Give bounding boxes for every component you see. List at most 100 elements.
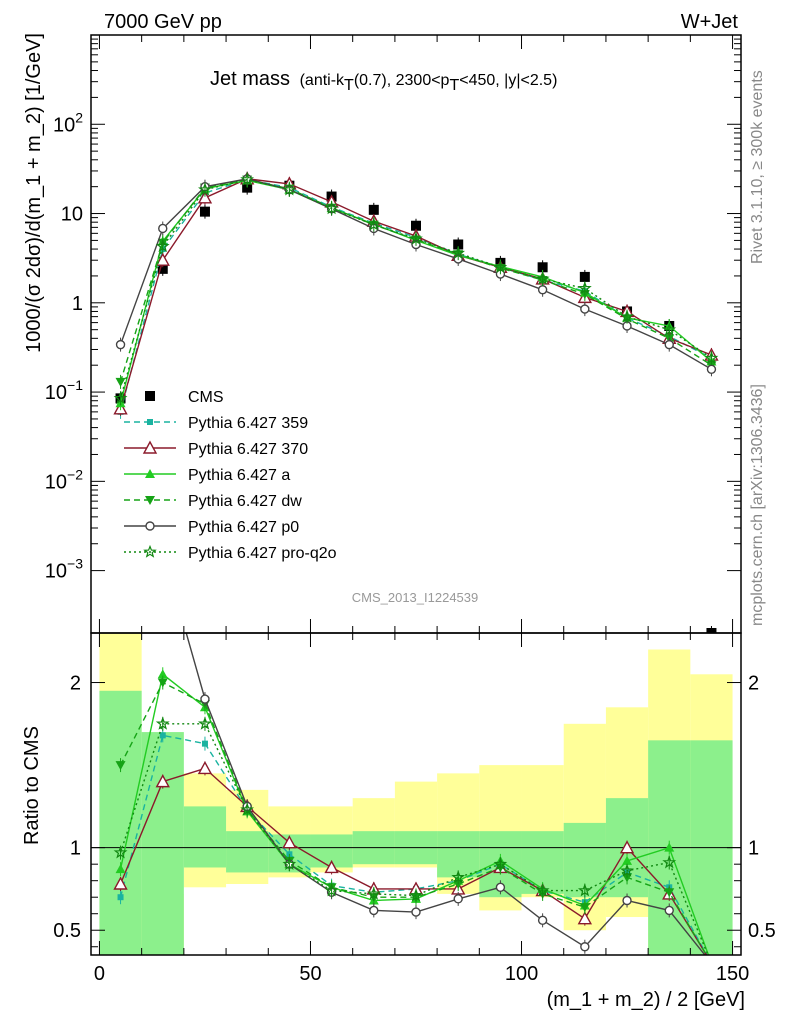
x-axis-label: (m_1 + m_2) / 2 [GeV] [547, 989, 745, 1011]
data-point [115, 339, 126, 350]
data-point [577, 883, 592, 897]
data-point [704, 350, 719, 365]
data-point [115, 377, 126, 387]
data-point [282, 856, 297, 870]
x-tick-label: 150 [716, 963, 749, 985]
data-point [159, 546, 167, 554]
title-paren-2: (0.7), 2300<p [354, 72, 450, 89]
y-tick-label: 10−2 [45, 466, 83, 493]
data-point [453, 894, 463, 904]
x-tick-label: 50 [299, 963, 321, 985]
data-point [157, 678, 168, 688]
data-point [535, 883, 550, 897]
data-point [409, 888, 423, 902]
data-point [157, 669, 168, 679]
data-point [579, 903, 590, 913]
rivet-label: Rivet 3.1.10, ≥ 300k events [749, 70, 766, 264]
header-left: 7000 GeV pp [104, 11, 222, 33]
data-point [197, 190, 213, 204]
ratio-y-tick-label-right: 0.5 [748, 920, 776, 942]
main-y-axis-label: 1000/(σ 2dσ)/d(m_1 + m_2) [1/GeV] [23, 33, 45, 353]
legend-marker [145, 496, 155, 505]
main-series [113, 171, 719, 633]
data-point [117, 894, 124, 901]
data-point [664, 888, 675, 898]
data-point [200, 694, 210, 704]
data-point [451, 870, 466, 884]
data-point [409, 231, 423, 245]
data-point [493, 856, 508, 870]
axes: 10−3 10−2 10−1 1 10 102 0 50 100 150 0.5 0.5 1 1 2 2 [45, 34, 776, 985]
header-right: W+Jet [681, 11, 739, 33]
data-point [115, 864, 126, 874]
data-point [368, 204, 379, 215]
band-green [99, 690, 142, 955]
legend-marker [145, 391, 155, 401]
data-point [495, 882, 506, 892]
data-point [664, 905, 674, 916]
ratio-y-tick-label: 1 [70, 838, 81, 860]
legend-label: Pythia 6.427 370 [188, 441, 308, 458]
legend-item-CMS: CMS [145, 389, 224, 406]
data-point [324, 860, 339, 874]
legend-label: CMS [188, 389, 224, 406]
legend-item-proq2o: Pythia 6.427 pro-q2o [124, 544, 337, 562]
legend-item-p370: Pythia 6.427 370 [124, 440, 308, 458]
y-tick-label: 10−1 [45, 377, 83, 404]
y-tick-label: 10 [61, 204, 83, 226]
band-green [437, 831, 480, 878]
data-point [620, 309, 634, 323]
data-point [155, 252, 170, 266]
legend-marker [143, 544, 157, 558]
ratio-y-tick-label: 0.5 [53, 920, 81, 942]
legend-item-p0: Pythia 6.427 p0 [124, 519, 299, 536]
data-point [662, 322, 677, 336]
data-point [537, 915, 548, 926]
data-point [157, 263, 168, 274]
legend-marker [145, 521, 155, 531]
data-point [159, 732, 166, 739]
data-point [324, 201, 339, 215]
data-point [369, 905, 379, 916]
data-point [282, 835, 297, 849]
ratio-y-axis-label: Ratio to CMS [21, 726, 43, 845]
series-proq2o [113, 172, 719, 406]
data-point [366, 886, 381, 900]
data-point [155, 716, 170, 730]
data-point [155, 774, 170, 788]
data-point [662, 855, 677, 869]
analysis-tag: CMS_2013_I1224539 [352, 590, 479, 605]
data-point [240, 172, 255, 186]
data-point [537, 285, 548, 295]
data-point [113, 876, 128, 890]
series-proq2o [113, 716, 709, 955]
data-point [155, 239, 170, 253]
data-point [198, 182, 212, 196]
data-point [113, 845, 128, 859]
legend-label: Pythia 6.427 a [188, 467, 290, 484]
data-point [115, 761, 126, 771]
legend-item-p359: Pythia 6.427 359 [124, 415, 308, 432]
data-point [113, 391, 128, 405]
data-point [622, 855, 633, 865]
data-point [199, 206, 210, 217]
legend-label: Pythia 6.427 dw [188, 493, 302, 510]
data-point [493, 260, 508, 274]
band-green [226, 831, 269, 873]
legend-marker [145, 469, 155, 478]
x-tick-label: 0 [94, 963, 105, 985]
legend-label: Pythia 6.427 pro-q2o [188, 545, 337, 562]
title-main: Jet mass [210, 68, 290, 90]
legend: CMS Pythia 6.427 359 Pythia 6.427 370 Pythi… [124, 389, 337, 562]
data-point [622, 873, 633, 883]
data-point [707, 959, 715, 967]
legend-label: Pythia 6.427 p0 [188, 519, 299, 536]
legend-marker [142, 440, 158, 454]
data-point [453, 879, 464, 889]
title-sub-1: T [344, 77, 354, 94]
data-point [620, 863, 634, 877]
data-point [706, 364, 717, 374]
data-point [619, 840, 635, 854]
data-point [242, 182, 253, 193]
